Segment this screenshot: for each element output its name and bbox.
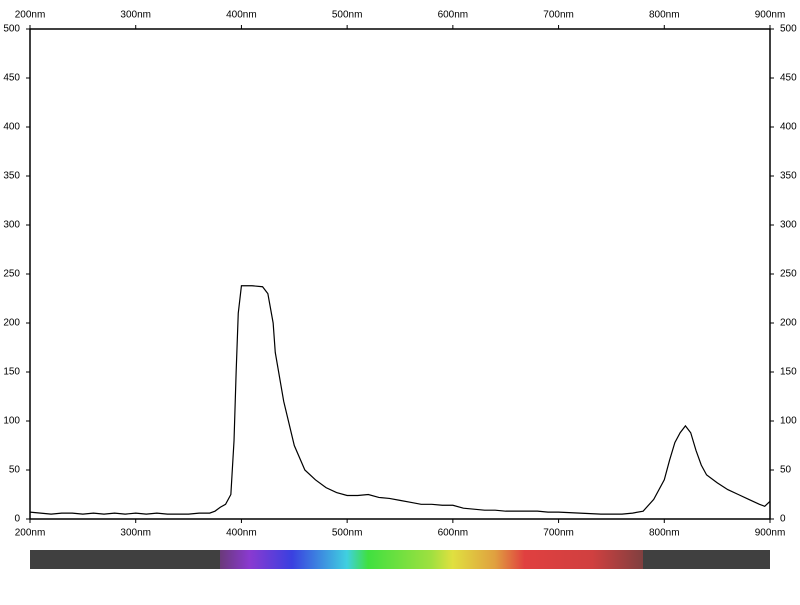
x-tick-label-bottom: 600nm [438, 528, 469, 539]
y-tick-label-right: 300 [780, 220, 797, 231]
x-tick-label-bottom: 300nm [120, 528, 151, 539]
y-tick-label-left: 0 [14, 514, 20, 525]
y-tick-label-left: 150 [3, 367, 20, 378]
y-tick-label-right: 200 [780, 318, 797, 329]
y-tick-label-right: 450 [780, 73, 797, 84]
x-tick-label-top: 200nm [15, 10, 46, 21]
x-tick-label-bottom: 900nm [755, 528, 786, 539]
y-tick-label-right: 250 [780, 269, 797, 280]
x-tick-label-bottom: 800nm [649, 528, 680, 539]
y-tick-label-left: 350 [3, 171, 20, 182]
y-tick-label-right: 400 [780, 122, 797, 133]
x-tick-label-top: 700nm [543, 10, 574, 21]
y-tick-label-right: 350 [780, 171, 797, 182]
y-tick-label-left: 500 [3, 24, 20, 35]
y-tick-label-left: 100 [3, 416, 20, 427]
y-tick-label-left: 300 [3, 220, 20, 231]
plot-frame [29, 28, 771, 520]
x-tick-label-top: 900nm [755, 10, 786, 21]
x-tick-label-top: 400nm [226, 10, 257, 21]
y-tick-label-left: 400 [3, 122, 20, 133]
y-tick-label-right: 50 [780, 465, 792, 476]
y-tick-label-left: 50 [9, 465, 21, 476]
spectrum-line [29, 285, 771, 515]
x-tick-label-bottom: 500nm [332, 528, 363, 539]
y-tick-label-right: 150 [780, 367, 797, 378]
spectrum-gradient [220, 550, 643, 569]
x-tick-label-top: 800nm [649, 10, 680, 21]
x-tick-label-top: 500nm [332, 10, 363, 21]
y-tick-label-right: 500 [780, 24, 797, 35]
y-tick-label-right: 100 [780, 416, 797, 427]
x-tick-label-top: 300nm [120, 10, 151, 21]
y-tick-label-left: 250 [3, 269, 20, 280]
y-tick-label-left: 450 [3, 73, 20, 84]
x-tick-label-bottom: 700nm [543, 528, 574, 539]
y-tick-label-left: 200 [3, 318, 20, 329]
x-tick-label-bottom: 400nm [226, 528, 257, 539]
y-tick-label-right: 0 [780, 514, 786, 525]
x-tick-label-bottom: 200nm [15, 528, 46, 539]
x-tick-label-top: 600nm [438, 10, 469, 21]
